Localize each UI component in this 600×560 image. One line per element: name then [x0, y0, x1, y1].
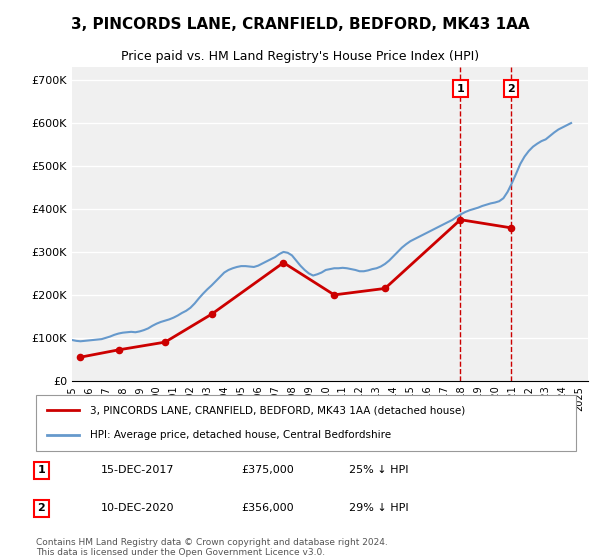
Point: [160, 338, 170, 347]
FancyBboxPatch shape: [36, 395, 576, 451]
Point: [329, 291, 339, 300]
Text: 29% ↓ HPI: 29% ↓ HPI: [349, 503, 409, 513]
Text: £375,000: £375,000: [241, 465, 294, 475]
Point: [455, 215, 465, 224]
Text: 10-DEC-2020: 10-DEC-2020: [101, 503, 175, 513]
Text: HPI: Average price, detached house, Central Bedfordshire: HPI: Average price, detached house, Cent…: [90, 430, 391, 440]
Text: Price paid vs. HM Land Registry's House Price Index (HPI): Price paid vs. HM Land Registry's House …: [121, 50, 479, 63]
Point: [380, 284, 390, 293]
Text: 25% ↓ HPI: 25% ↓ HPI: [349, 465, 409, 475]
Point: [207, 310, 217, 319]
Text: 2: 2: [508, 83, 515, 94]
Text: 3, PINCORDS LANE, CRANFIELD, BEDFORD, MK43 1AA: 3, PINCORDS LANE, CRANFIELD, BEDFORD, MK…: [71, 17, 529, 32]
Point: [114, 346, 124, 354]
Point: [278, 258, 288, 267]
Text: 3, PINCORDS LANE, CRANFIELD, BEDFORD, MK43 1AA (detached house): 3, PINCORDS LANE, CRANFIELD, BEDFORD, MK…: [90, 405, 465, 416]
Text: £356,000: £356,000: [241, 503, 294, 513]
Text: 2: 2: [38, 503, 45, 513]
Text: Contains HM Land Registry data © Crown copyright and database right 2024.
This d: Contains HM Land Registry data © Crown c…: [36, 538, 388, 557]
Text: 1: 1: [457, 83, 464, 94]
Text: 1: 1: [38, 465, 45, 475]
Text: 15-DEC-2017: 15-DEC-2017: [101, 465, 175, 475]
Point: [76, 353, 85, 362]
Point: [506, 223, 516, 232]
